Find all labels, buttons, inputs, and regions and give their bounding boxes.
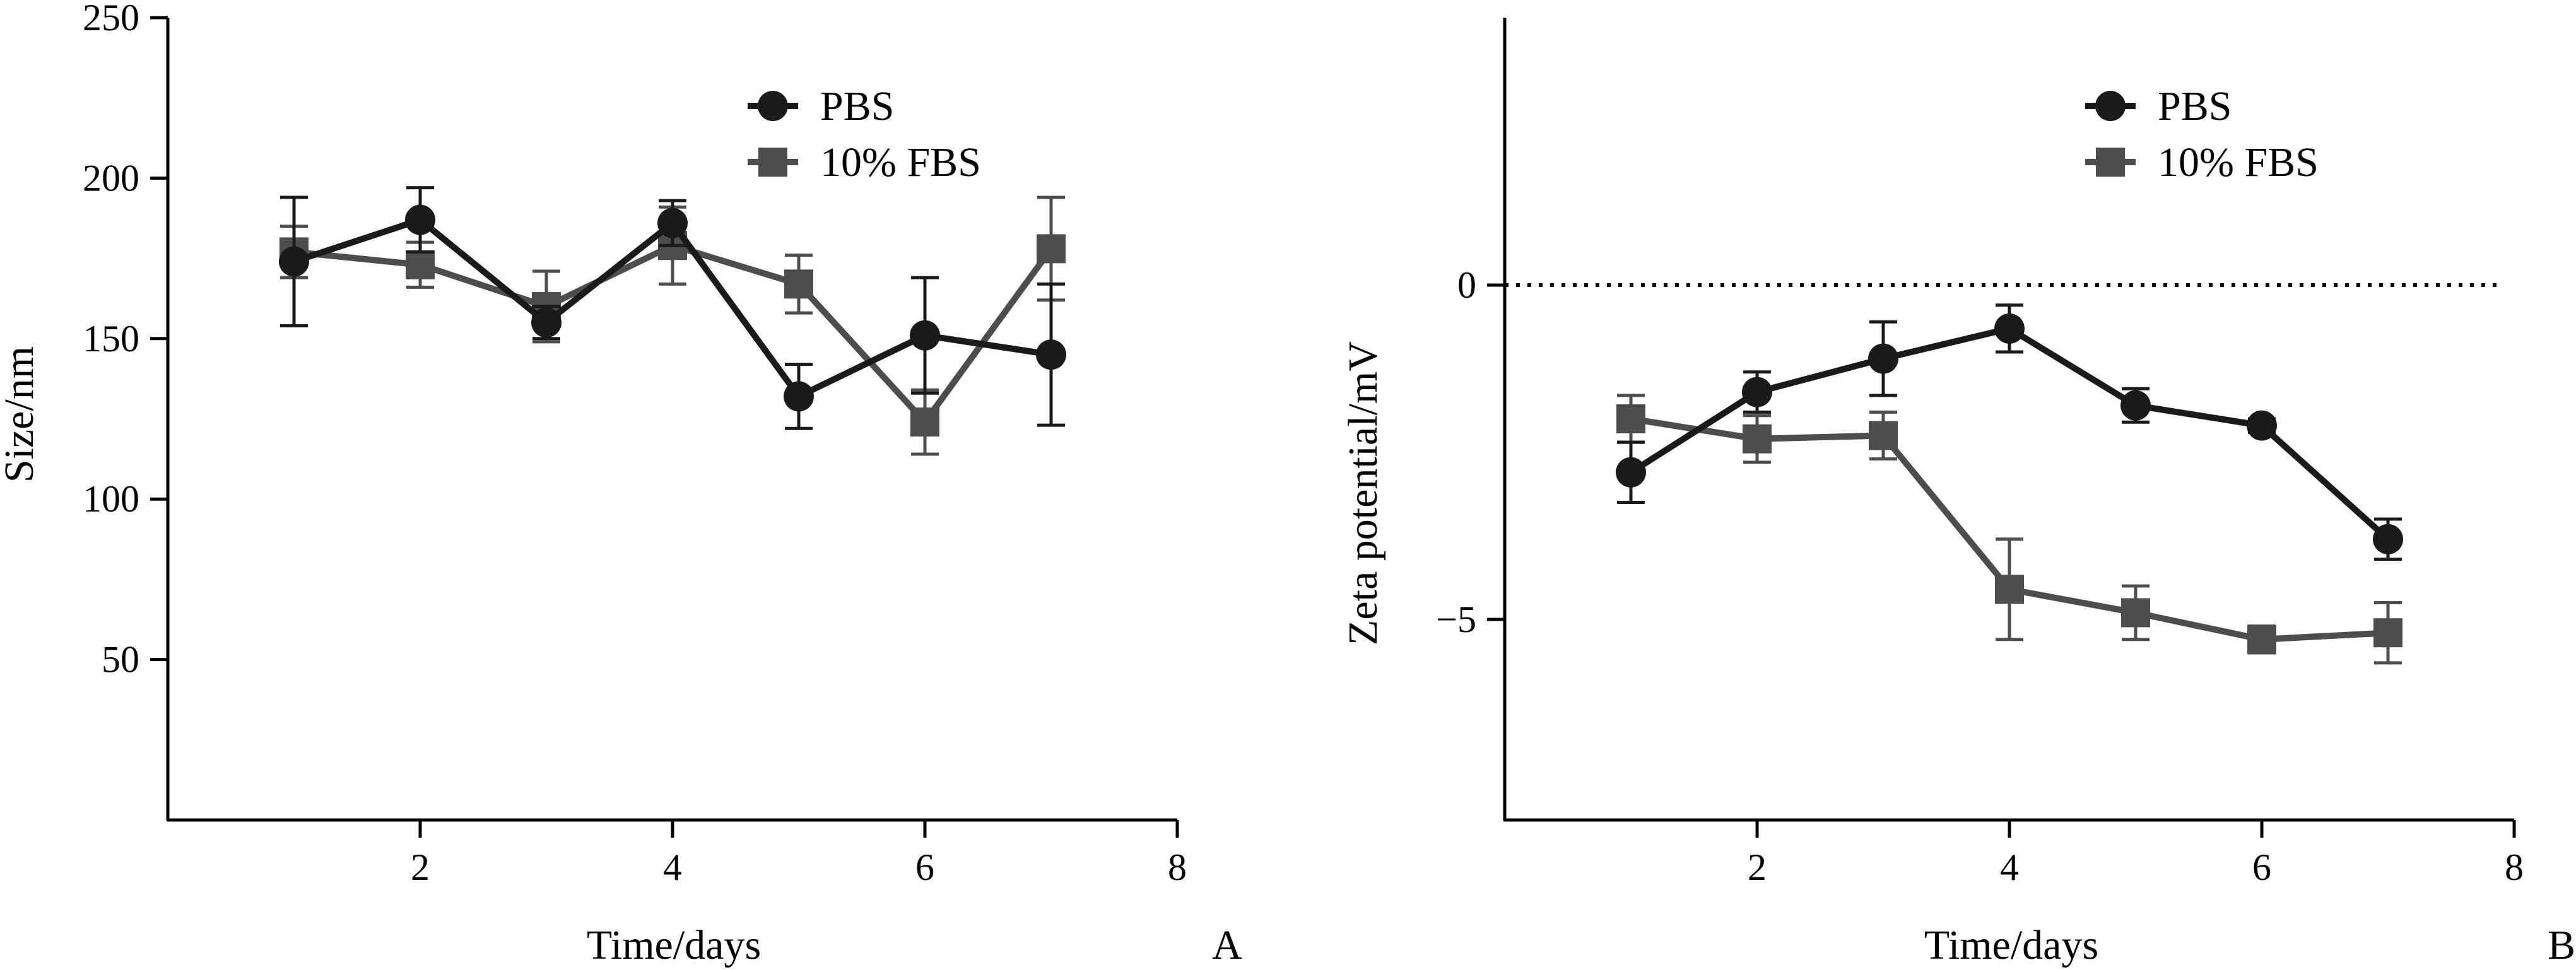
x-tick-label-b: 4 [2000, 846, 2019, 888]
chart-panel-a: A Time/days Size/nm 2 4 6 8 50 100 150 200 250 PB… [0, 0, 1242, 968]
data-point-square [406, 250, 435, 279]
data-point-square [2373, 618, 2403, 648]
y-tick-label-b: −5 [1436, 599, 1476, 640]
legend-b: PBS 10% FBS [2085, 83, 2319, 185]
y-tick-label-b: 0 [1457, 264, 1476, 306]
y-tick-label-a: 100 [83, 478, 139, 520]
y-tick-label-a: 150 [83, 318, 139, 360]
series-pbs-a [279, 186, 1066, 430]
data-point-square [1869, 421, 1898, 450]
x-axis-label-a: Time/days [587, 922, 761, 968]
data-point-square [910, 407, 939, 437]
series-pbs-b [1616, 303, 2403, 561]
data-point-square [2247, 624, 2276, 654]
x-tick-label-a: 2 [411, 846, 430, 888]
data-point-circle [657, 208, 688, 238]
panel-label-a: A [1212, 922, 1242, 968]
data-point-square [1743, 424, 1772, 454]
data-point-square [2121, 598, 2150, 628]
x-axis-label-b: Time/days [1924, 922, 2098, 968]
y-axis-label-a: Size/nm [0, 346, 42, 483]
legend-label: 10% FBS [820, 139, 981, 185]
data-point-circle [1868, 343, 1898, 374]
legend-marker-circle [2095, 91, 2126, 121]
legend-marker-square [758, 148, 787, 177]
data-point-circle [2247, 410, 2277, 441]
data-point-circle [1036, 339, 1066, 370]
x-tick-label-a: 6 [915, 846, 934, 888]
legend-label: 10% FBS [2158, 139, 2319, 185]
data-point-circle [279, 246, 309, 277]
series-fbs-b [1616, 394, 2403, 665]
data-point-circle [2373, 524, 2403, 554]
y-tick-label-a: 50 [102, 639, 139, 681]
data-point-circle [910, 320, 940, 351]
data-point-circle [1994, 313, 2025, 344]
data-point-circle [1616, 457, 1646, 488]
legend-label: PBS [2158, 83, 2232, 129]
y-tick-label-a: 200 [83, 157, 139, 199]
x-tick-label-b: 6 [2252, 846, 2271, 888]
legend-item-fbs: 10% FBS [2085, 139, 2319, 185]
chart-panel-b: B Time/days Zeta potential/mV 2 4 6 8 −5 0 PBS… [1340, 18, 2575, 968]
x-tick-label-a: 8 [1168, 846, 1187, 888]
data-point-circle [784, 381, 814, 412]
data-point-square [1616, 404, 1645, 433]
legend-label: PBS [820, 83, 894, 129]
data-point-circle [2120, 390, 2151, 421]
x-tick-label-b: 8 [2505, 846, 2524, 888]
legend-item-pbs: PBS [2085, 83, 2232, 129]
y-axis-label-b: Zeta potential/mV [1340, 341, 1386, 645]
data-point-circle [1742, 377, 1772, 407]
legend-a: PBS 10% FBS [748, 83, 981, 185]
legend-item-pbs: PBS [748, 83, 894, 129]
x-tick-label-b: 2 [1748, 846, 1767, 888]
data-point-square [784, 269, 813, 299]
legend-marker-square [2096, 148, 2125, 177]
panel-label-b: B [2548, 922, 2575, 968]
x-tick-label-a: 4 [663, 846, 682, 888]
legend-marker-circle [758, 91, 788, 121]
y-tick-label-a: 250 [83, 0, 139, 38]
legend-item-fbs: 10% FBS [748, 139, 981, 185]
data-point-square [1037, 234, 1066, 264]
data-point-square [1995, 575, 2024, 604]
data-point-circle [531, 307, 562, 338]
data-point-circle [405, 204, 435, 235]
